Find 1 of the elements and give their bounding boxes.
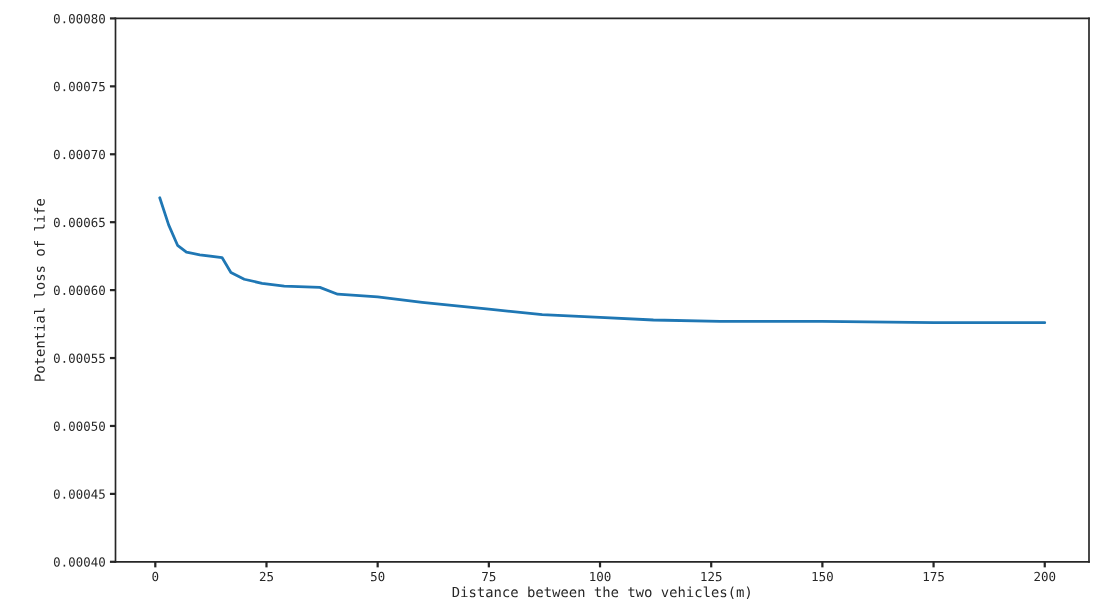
line-series [158,196,1047,325]
